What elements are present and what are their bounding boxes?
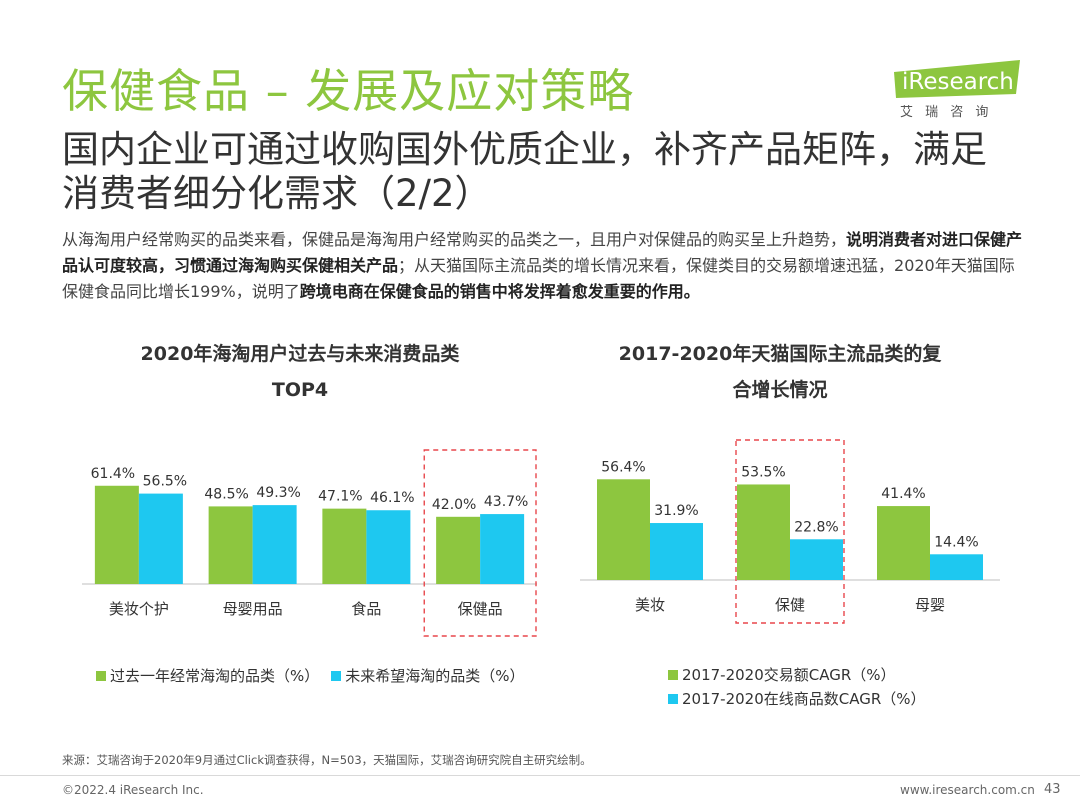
bar-green [877,506,930,580]
chart2-legend-series2: 2017-2020在线商品数CAGR（%） [682,690,926,708]
website-url: www.iresearch.com.cn [900,783,1035,797]
logo-brand-text: iResearch [902,69,1014,95]
bar-blue [480,514,525,584]
legend-swatch-blue [668,693,678,704]
chart2-title-line2: 合增长情况 [732,379,828,401]
chart1-title-line2: TOP4 [271,379,329,401]
category-label: 保健品 [458,600,503,618]
category-label: 母婴 [915,596,945,614]
page-subtitle: 国内企业可通过收购国外优质企业，补齐产品矩阵，满足消费者细分化需求（2/2） [62,128,987,215]
chart2-legend-item-2: 2017-2020在线商品数CAGR（%） [668,688,926,709]
legend-swatch-green [96,670,106,681]
data-label: 22.8% [794,519,838,535]
page-number: 43 [1044,782,1061,797]
bar-blue [650,523,703,580]
bar-green [94,485,139,584]
data-label: 43.7% [484,494,528,510]
bar-green [436,516,481,584]
chart1-title-line1: 2020年海淘用户过去与未来消费品类 [140,343,460,365]
bar-blue [930,554,983,580]
data-label: 46.1% [370,490,414,506]
chart1-svg: 61.4% 56.5% 美妆个护 48.5% 49.3% 母婴用品 47.1% 46.1% 食品… [82,449,537,637]
chart1-title: 2020年海淘用户过去与未来消费品类 TOP4 [80,336,520,408]
data-label: 48.5% [204,486,248,502]
bar-blue [252,505,297,584]
bar-blue [138,493,183,584]
bar-green [208,506,253,584]
chart2-svg: 56.4% 31.9% 美妆 53.5% 22.8% 保健 41.4% 14.4% 母婴 [580,439,1000,624]
category-label: 食品 [351,600,381,618]
iresearch-logo: iResearch 艾 瑞 咨 询 [892,58,1022,120]
body-paragraph: 从海淘用户经常购买的品类来看，保健品是海淘用户经常购买的品类之一，且用户对保健品… [62,227,1027,305]
logo-graphic: iResearch 艾 瑞 咨 询 [894,60,1020,120]
legend-swatch-green [668,669,678,680]
page-title: 保健食品 – 发展及应对策略 [62,64,635,118]
data-label: 56.4% [601,459,645,475]
category-label: 母婴用品 [223,600,283,618]
bar-blue [366,510,411,584]
logo-banner [894,60,1020,98]
highlight-box [735,439,845,624]
category-label: 美妆个护 [109,600,169,618]
category-label: 美妆 [635,596,665,614]
body-text-2: ；从天猫国际主流品类的增长情况来看，保健类目的交易额增速迅猛，2020年天猫国际… [62,256,1015,301]
copyright: ©2022.4 iResearch Inc. [62,783,204,797]
chart1-legend: 过去一年经常海淘的品类（%） 未来希望海淘的品类（%） [96,665,525,686]
chart1-legend-series1: 过去一年经常海淘的品类（%） [110,667,320,685]
legend-swatch-blue [331,670,342,681]
data-label: 49.3% [256,485,300,501]
source-note: 来源：艾瑞咨询于2020年9月通过Click调查获得，N=503，天猫国际，艾瑞… [62,753,592,767]
data-label: 47.1% [318,489,362,505]
data-label: 31.9% [654,503,698,519]
data-label: 56.5% [143,474,187,490]
data-label: 41.4% [881,486,925,502]
chart2-legend-series1: 2017-2020交易额CAGR（%） [682,666,896,684]
data-label: 53.5% [741,464,785,480]
data-label: 61.4% [91,466,135,482]
bar-green [322,508,367,584]
data-label: 42.0% [432,497,476,513]
body-bold-2: 跨境电商在保健食品的销售中将发挥着愈发重要的作用。 [299,282,700,301]
chart2-title: 2017-2020年天猫国际主流品类的复 合增长情况 [570,336,990,408]
body-text-1: 从海淘用户经常购买的品类来看，保健品是海淘用户经常购买的品类之一，且用户对保健品… [62,230,847,249]
chart1-legend-series2: 未来希望海淘的品类（%） [345,667,525,685]
bar-blue [790,539,843,580]
logo-cn-text: 艾 瑞 咨 询 [900,105,992,120]
chart2-legend-item-1: 2017-2020交易额CAGR（%） [668,664,896,685]
body-bold-1: 说明消费者对进口保健产品认可度较高，习惯通过海淘购买保健相关产品 [62,230,1023,275]
highlight-box [423,449,537,637]
footer-divider [0,775,1080,776]
category-label: 保健 [775,596,805,614]
bar-green [737,484,790,580]
chart2-title-line1: 2017-2020年天猫国际主流品类的复 [618,343,942,365]
data-label: 14.4% [934,534,978,550]
bar-green [597,479,650,580]
